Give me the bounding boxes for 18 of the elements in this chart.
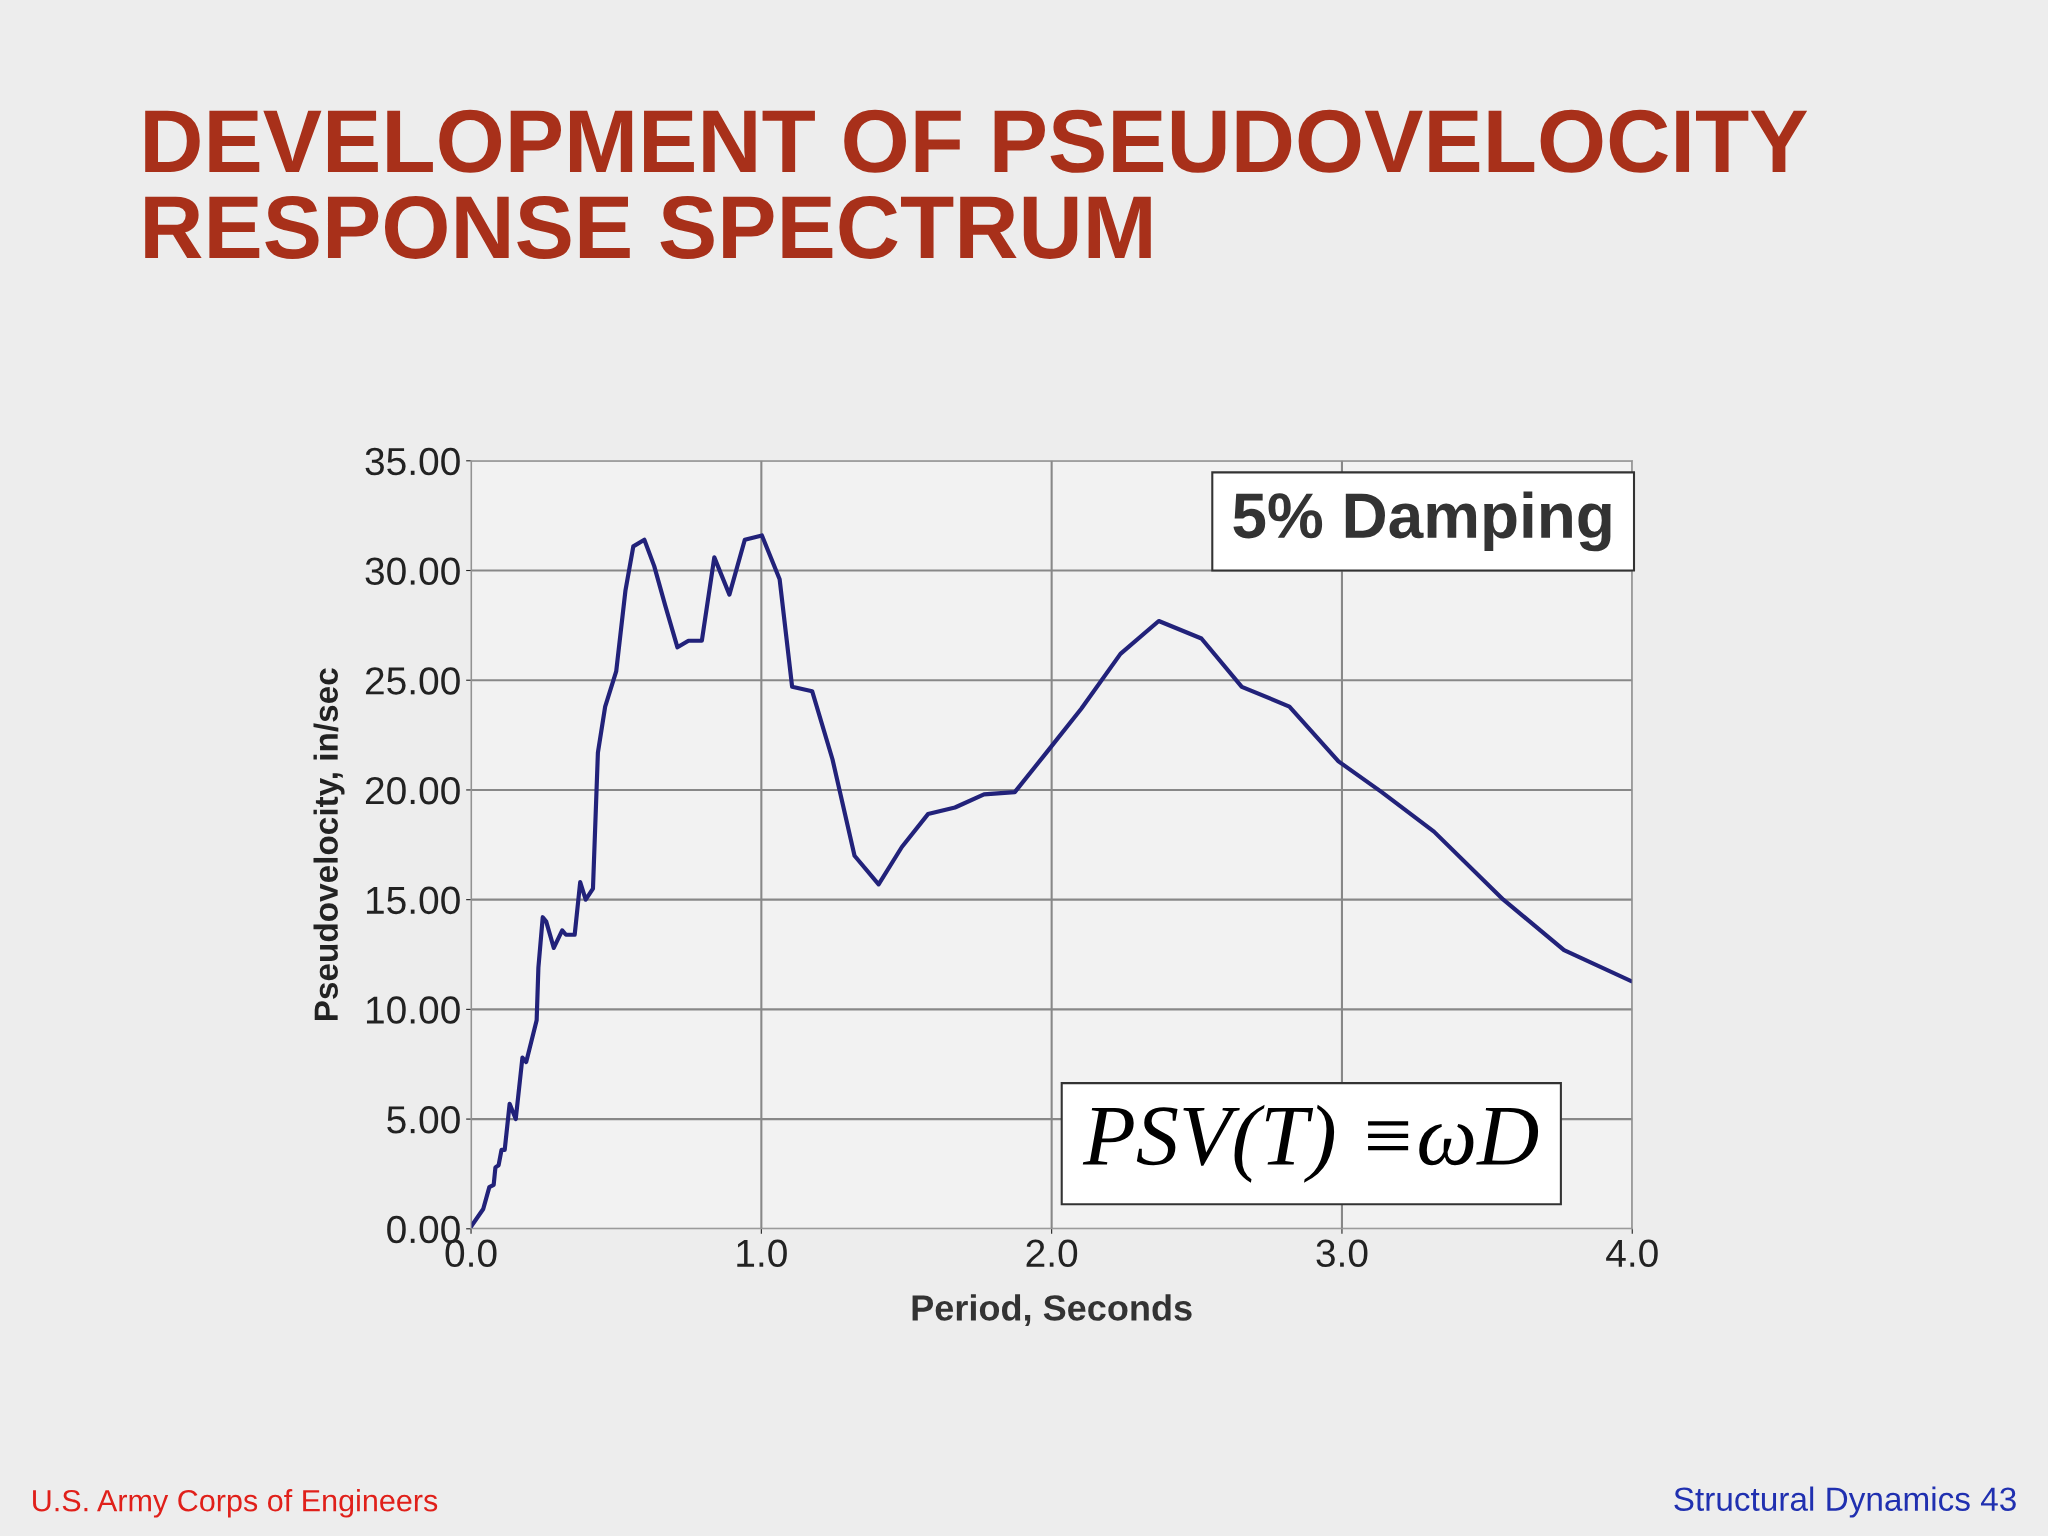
text: Structural Dynamics 43 bbox=[1674, 1486, 2016, 1518]
annotation: 5% Damping bbox=[1233, 491, 1611, 552]
annotation: PSV(T) ≡ωD bbox=[1082, 1104, 1539, 1183]
y-tick-label: 5.00 bbox=[387, 1106, 460, 1134]
x-tick-label: 3.0 bbox=[1316, 1239, 1368, 1268]
y-tick-label: 30.00 bbox=[365, 557, 460, 585]
y-axis-title: Pseudovelocity, in/sec bbox=[313, 668, 345, 1021]
text: U.S. Army Corps of Engineers bbox=[33, 1489, 438, 1518]
y-tick-label: 35.00 bbox=[365, 447, 460, 476]
y-tick-label: 15.00 bbox=[366, 886, 460, 915]
y-tick-label: 10.00 bbox=[366, 996, 460, 1024]
y-tick-label: 25.00 bbox=[365, 667, 460, 695]
x-tick-label: 1.0 bbox=[737, 1239, 787, 1268]
x-axis-title: Period, Seconds bbox=[912, 1294, 1192, 1326]
x-tick-label: 2.0 bbox=[1026, 1239, 1078, 1268]
chart-title: DEVELOPMENT OF PSEUDOVELOCITY RESPONSE SPECTRUM bbox=[145, 109, 1808, 259]
x-tick-label: 4.0 bbox=[1606, 1239, 1658, 1268]
y-tick-label: 20.00 bbox=[365, 776, 460, 805]
